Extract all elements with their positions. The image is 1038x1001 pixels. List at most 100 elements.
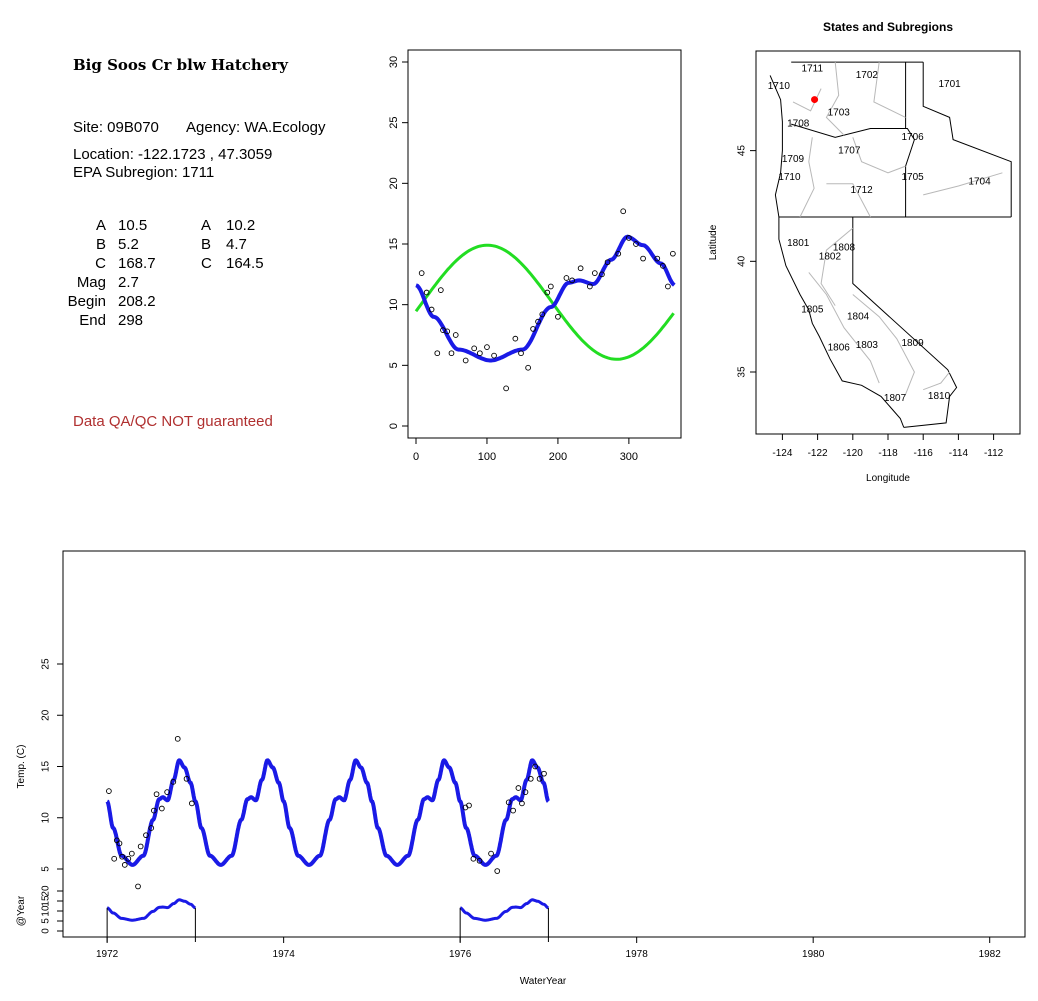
x-tick-label: 200	[549, 451, 567, 463]
data-point	[488, 850, 494, 857]
annual-fit-curve	[459, 898, 549, 922]
subregion-boundary	[873, 62, 906, 118]
data-point	[660, 262, 666, 269]
region-label: 1801	[787, 238, 810, 249]
data-point	[555, 313, 561, 320]
data-point	[665, 283, 671, 290]
data-point	[535, 318, 541, 325]
data-point	[484, 344, 490, 350]
data-point	[434, 350, 441, 357]
y-tick-label: 25	[388, 117, 400, 129]
region-label: 1709	[782, 154, 805, 165]
data-point	[423, 289, 430, 296]
region-label: 1805	[801, 305, 824, 316]
data-point	[515, 785, 522, 791]
param-label: Begin	[67, 293, 106, 310]
region-label: 1711	[802, 63, 824, 74]
data-point	[183, 775, 190, 782]
data-point	[106, 788, 112, 794]
data-point	[620, 208, 627, 215]
location: Location: -122.1723 , 47.3059	[73, 146, 273, 163]
region-label: 1802	[819, 252, 842, 263]
data-point	[164, 789, 170, 795]
data-point	[527, 775, 534, 782]
subregion-boundary	[825, 62, 845, 136]
param-value: 208.2	[118, 293, 156, 310]
data-point	[519, 800, 525, 807]
region-label: 1710	[778, 172, 801, 183]
region-label: 1809	[902, 338, 925, 349]
data-point	[599, 271, 605, 278]
x-tick-label: 300	[620, 451, 638, 463]
data-point	[522, 789, 529, 795]
y-tick-label: 0	[388, 423, 400, 429]
y-tick-label: 15	[41, 761, 52, 773]
region-label: 1703	[828, 108, 851, 119]
x-tick-label: 1974	[273, 949, 296, 960]
data-point	[119, 853, 125, 860]
site-marker	[811, 96, 819, 104]
region-label: 1704	[968, 176, 991, 187]
x-tick-label: 1972	[96, 949, 119, 960]
subregion-boundary	[826, 183, 871, 218]
region-label: 1702	[856, 70, 879, 81]
data-point	[471, 345, 478, 352]
x-tick-label: -120	[843, 448, 863, 459]
region-label: 1705	[902, 172, 925, 183]
data-point	[476, 857, 483, 864]
temperature-fit-line	[105, 758, 550, 867]
region-label: 1806	[828, 342, 851, 353]
subregion-boundary	[923, 172, 1003, 196]
param-value: 5.2	[118, 236, 139, 253]
region-label: 1707	[838, 145, 861, 156]
data-point	[563, 275, 570, 281]
data-point	[452, 332, 459, 338]
data-point	[462, 357, 469, 364]
y2-tick-label: 5	[41, 918, 52, 924]
param-label: B	[95, 236, 106, 253]
sine-fit-line	[414, 243, 675, 361]
y2-axis-label: @Year	[16, 895, 27, 926]
x-tick-label: -116	[914, 448, 934, 459]
y-tick-label: 40	[737, 255, 748, 267]
y-tick-label: 10	[41, 812, 52, 824]
y-tick-label: 35	[737, 366, 748, 378]
y-tick-label: 20	[41, 709, 52, 721]
x-tick-label: 1978	[626, 949, 649, 960]
param-label: C	[201, 255, 212, 272]
y-tick-label: 30	[388, 56, 400, 68]
data-point	[428, 306, 435, 313]
data-point	[670, 250, 676, 257]
y-tick-label: 5	[388, 362, 400, 368]
data-point	[518, 350, 524, 357]
data-point	[544, 289, 551, 296]
data-point	[448, 350, 455, 357]
param-label: C	[95, 255, 106, 272]
data-point	[466, 802, 472, 809]
subregion-map: States and Subregions -124 -122 -120 -118 -11…	[708, 20, 1021, 484]
data-point	[491, 352, 497, 359]
y-axis-label: Latitude	[708, 224, 719, 260]
data-point	[569, 277, 575, 284]
x-tick-label: -114	[949, 448, 969, 459]
data-point	[577, 265, 584, 272]
data-point	[536, 775, 543, 782]
x-axis-label: WaterYear	[520, 976, 567, 987]
y2-tick-label: 10	[41, 905, 52, 917]
data-point	[505, 799, 512, 806]
param-value: 164.5	[226, 255, 264, 272]
param-value: 10.2	[226, 217, 256, 234]
data-point	[437, 287, 444, 293]
data-point	[532, 763, 539, 770]
param-value: 10.5	[118, 217, 148, 234]
data-point	[477, 350, 483, 357]
timeseries-chart: 1972 1974 1976 1978 1980 1982WaterYear5101520…	[16, 550, 1026, 987]
x-tick-label: -124	[772, 448, 792, 459]
annual-fit-curve	[106, 898, 196, 922]
region-label: 1808	[833, 243, 856, 254]
data-point	[111, 855, 118, 862]
plot-frame	[62, 550, 1026, 938]
region-label: 1804	[847, 311, 870, 322]
region-label: 1701	[938, 79, 961, 90]
y-tick-label: 45	[737, 145, 748, 157]
